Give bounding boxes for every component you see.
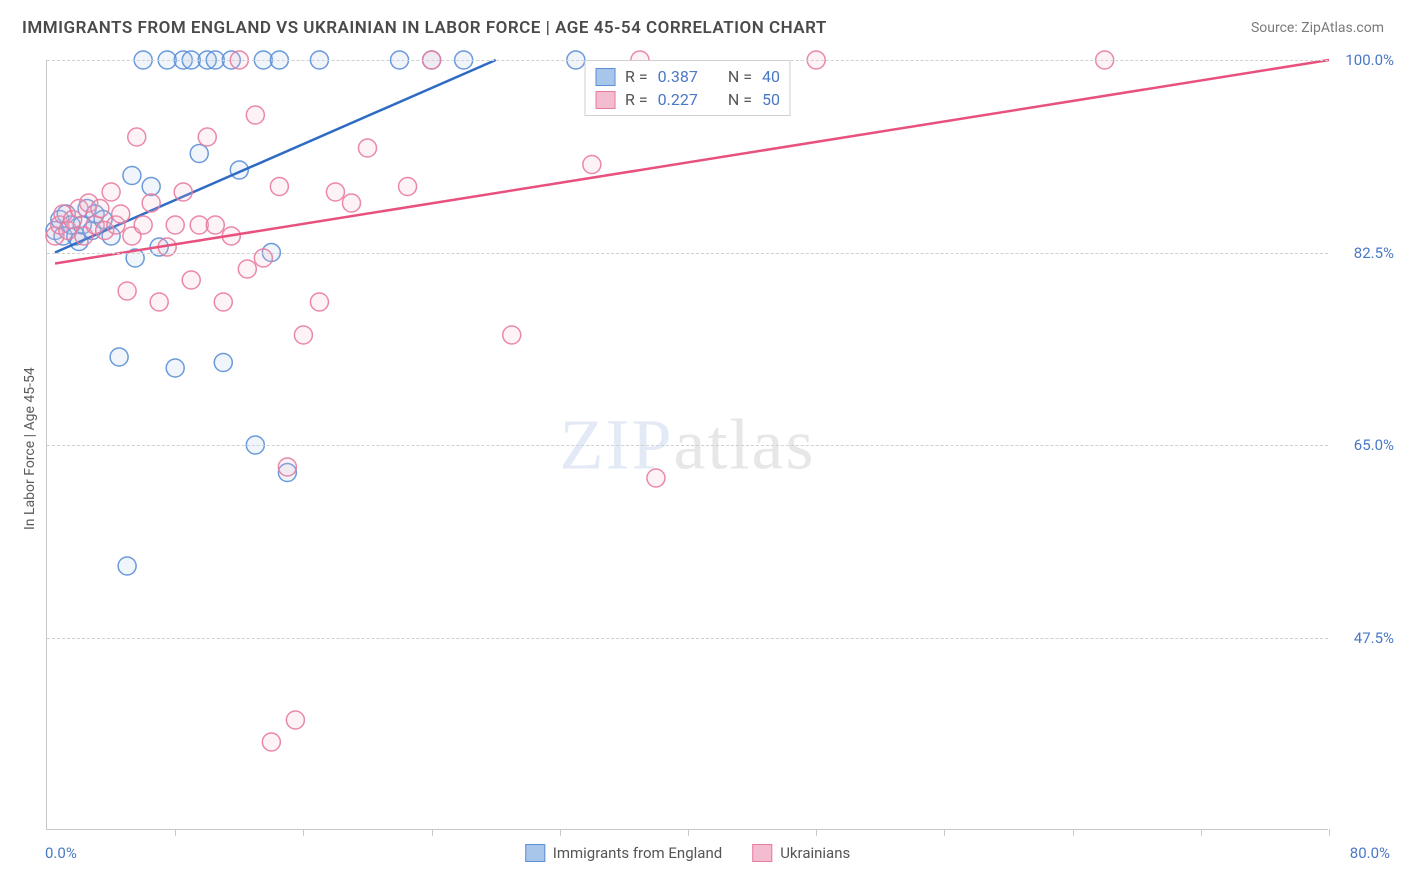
gridline bbox=[47, 445, 1328, 446]
xtick bbox=[432, 829, 433, 836]
xtick bbox=[944, 829, 945, 836]
legend-item-england: Immigrants from England bbox=[525, 844, 722, 862]
data-point bbox=[166, 359, 184, 377]
data-point bbox=[310, 293, 328, 311]
data-point bbox=[206, 216, 224, 234]
data-point bbox=[286, 711, 304, 729]
stats-row-england: R = 0.387 N = 40 bbox=[595, 65, 780, 88]
swatch-ukrainians-icon bbox=[595, 91, 615, 109]
data-point bbox=[112, 205, 130, 223]
ytick-label: 65.0% bbox=[1354, 436, 1394, 454]
data-point bbox=[150, 293, 168, 311]
data-point bbox=[262, 733, 280, 751]
data-point bbox=[503, 326, 521, 344]
data-point bbox=[182, 271, 200, 289]
data-point bbox=[110, 348, 128, 366]
y-axis-label: In Labor Force | Age 45-54 bbox=[22, 367, 38, 530]
legend-label-england: Immigrants from England bbox=[553, 844, 722, 862]
data-point bbox=[166, 216, 184, 234]
xtick bbox=[560, 829, 561, 836]
n-label: N = bbox=[728, 67, 752, 86]
data-point bbox=[647, 469, 665, 487]
data-point bbox=[198, 128, 216, 146]
data-point bbox=[238, 260, 256, 278]
xtick bbox=[1073, 829, 1074, 836]
r-value-england: 0.387 bbox=[658, 67, 698, 86]
legend-item-ukrainians: Ukrainians bbox=[752, 844, 850, 862]
legend-label-ukrainians: Ukrainians bbox=[780, 844, 850, 862]
data-point bbox=[118, 282, 136, 300]
legend-swatch-england-icon bbox=[525, 844, 545, 862]
data-point bbox=[91, 200, 109, 218]
swatch-england-icon bbox=[595, 68, 615, 86]
source-name: ZipAtlas.com bbox=[1301, 20, 1384, 36]
source-attribution: Source: ZipAtlas.com bbox=[1251, 20, 1384, 36]
r-label: R = bbox=[625, 90, 648, 109]
ytick-label: 47.5% bbox=[1354, 629, 1394, 647]
source-prefix: Source: bbox=[1251, 20, 1301, 36]
x-max-label: 80.0% bbox=[1350, 844, 1390, 862]
data-point bbox=[278, 458, 296, 476]
xtick bbox=[1201, 829, 1202, 836]
chart-title: IMMIGRANTS FROM ENGLAND VS UKRAINIAN IN … bbox=[22, 18, 827, 38]
data-point bbox=[399, 178, 417, 196]
data-point bbox=[102, 183, 120, 201]
data-point bbox=[270, 178, 288, 196]
data-point bbox=[583, 156, 601, 174]
ytick-label: 100.0% bbox=[1345, 51, 1394, 69]
data-point bbox=[118, 557, 136, 575]
data-point bbox=[214, 293, 232, 311]
xtick bbox=[688, 829, 689, 836]
data-point bbox=[246, 106, 264, 124]
r-value-ukrainians: 0.227 bbox=[658, 90, 698, 109]
gridline bbox=[47, 638, 1328, 639]
x-min-label: 0.0% bbox=[45, 844, 77, 862]
data-point bbox=[359, 139, 377, 157]
gridline bbox=[47, 253, 1328, 254]
data-point bbox=[294, 326, 312, 344]
data-point bbox=[214, 354, 232, 372]
stats-row-ukrainians: R = 0.227 N = 50 bbox=[595, 88, 780, 111]
xtick bbox=[175, 829, 176, 836]
n-value-ukrainians: 50 bbox=[762, 90, 780, 109]
xtick bbox=[816, 829, 817, 836]
data-point bbox=[123, 167, 141, 185]
data-point bbox=[326, 183, 344, 201]
xtick bbox=[1329, 829, 1330, 836]
plot-area: ZIPatlas R = 0.387 N = 40 R = 0.227 N = … bbox=[46, 60, 1328, 830]
bottom-legend: Immigrants from England Ukrainians bbox=[525, 844, 850, 862]
xtick bbox=[303, 829, 304, 836]
ytick-label: 82.5% bbox=[1354, 244, 1394, 262]
data-point bbox=[174, 183, 192, 201]
data-point bbox=[190, 145, 208, 163]
data-point bbox=[134, 216, 152, 234]
stats-box: R = 0.387 N = 40 R = 0.227 N = 50 bbox=[584, 60, 791, 116]
n-value-england: 40 bbox=[762, 67, 780, 86]
gridline bbox=[47, 60, 1328, 61]
legend-swatch-ukrainians-icon bbox=[752, 844, 772, 862]
r-label: R = bbox=[625, 67, 648, 86]
n-label: N = bbox=[728, 90, 752, 109]
data-point bbox=[128, 128, 146, 146]
data-point bbox=[142, 178, 160, 196]
data-point bbox=[342, 194, 360, 212]
data-point bbox=[142, 194, 160, 212]
